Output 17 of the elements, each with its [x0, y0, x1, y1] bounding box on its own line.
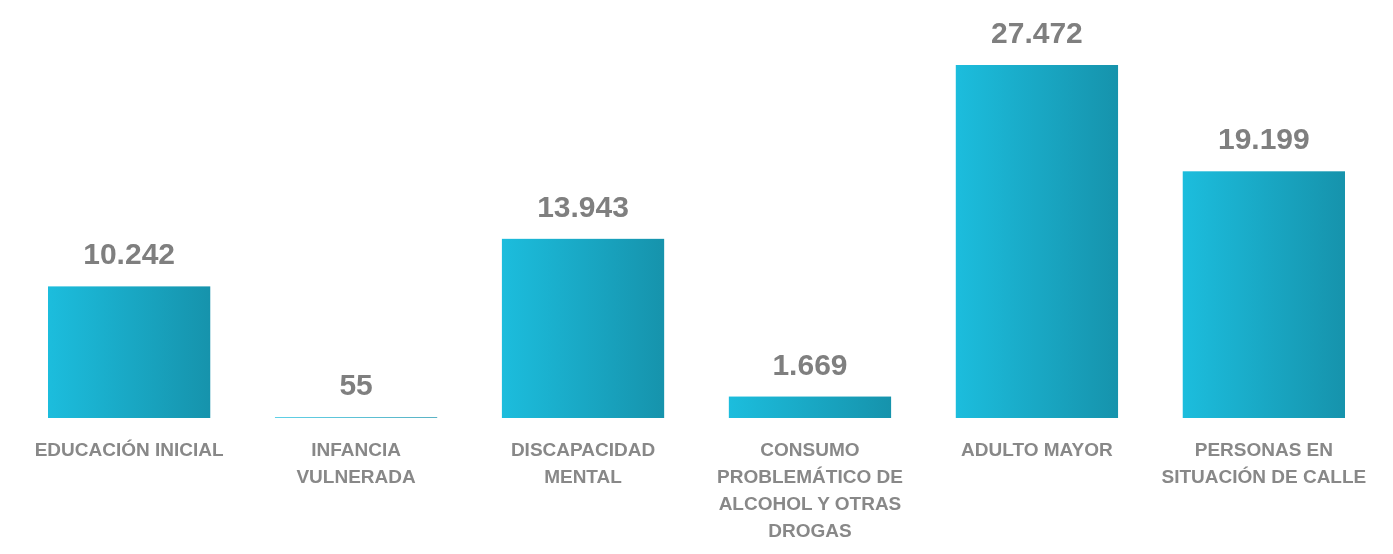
x-tick-label: ADULTO MAYOR — [961, 439, 1114, 460]
data-label: 19.199 — [1217, 122, 1310, 156]
data-label: 13.943 — [537, 189, 629, 223]
data-label: 1.669 — [772, 347, 848, 381]
bar — [728, 396, 892, 418]
data-label: 55 — [339, 368, 373, 402]
x-tick-label: DISCAPACIDAD MENTAL — [510, 439, 656, 487]
data-label: 10.242 — [83, 237, 176, 271]
bar — [48, 286, 211, 418]
data-label: 27.472 — [991, 16, 1083, 49]
x-tick-label: PERSONAS EN SITUACIÓN DE CALLE — [1161, 439, 1367, 487]
x-tick-label: EDUCACIÓN INICIAL — [34, 439, 224, 460]
x-tick-label: CONSUMO PROBLEMÁTICO DE ALCOHOL Y OTRAS DROGAS — [717, 439, 903, 541]
bar — [501, 238, 665, 418]
bar — [1182, 171, 1345, 418]
x-tick-label: INFANCIA VULNERADA — [296, 439, 416, 487]
bar — [955, 65, 1119, 418]
